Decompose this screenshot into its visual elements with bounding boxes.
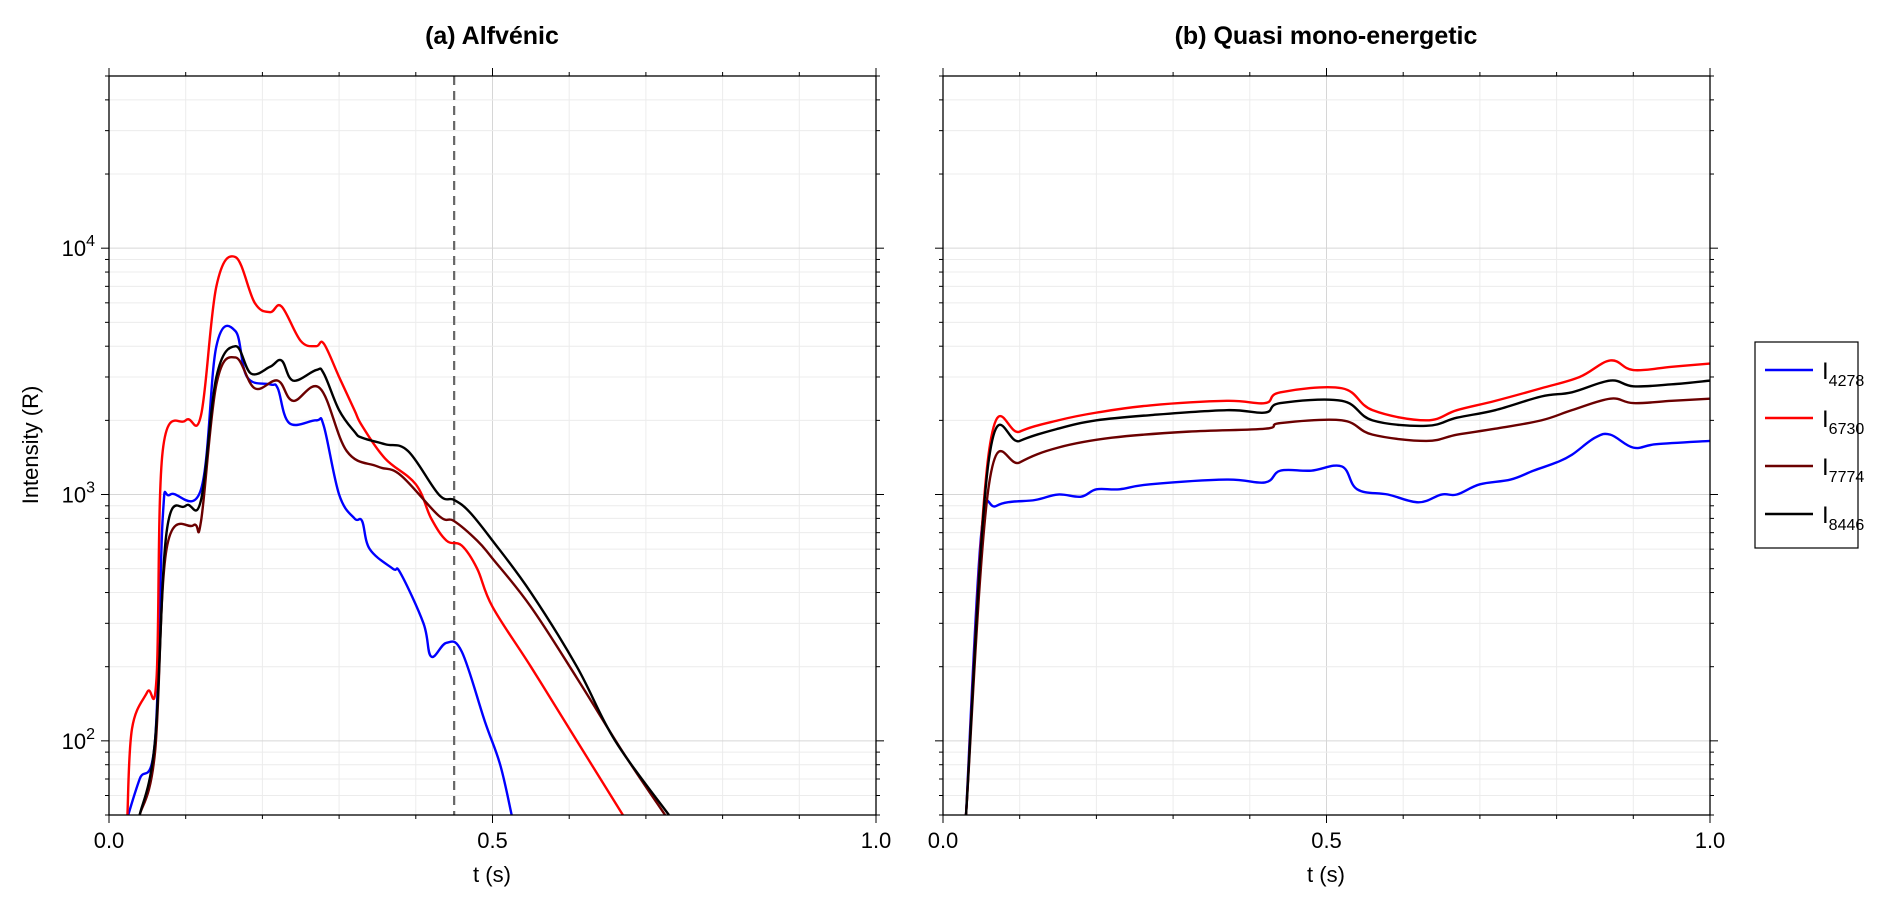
legend-item: I6730 <box>1765 406 1864 438</box>
gridlines <box>942 75 1711 816</box>
legend: I4278 I6730 I7774 I8446 <box>1754 341 1864 549</box>
x-tick-label: 0.5 <box>477 828 508 853</box>
series-line-I8446 <box>138 345 670 815</box>
panel-a-xlabel: t (s) <box>473 862 511 887</box>
gridlines <box>108 75 877 816</box>
x-tick-label: 0.0 <box>94 828 125 853</box>
series-line-I4278 <box>964 432 1710 815</box>
panel-alfvenic: (a) Alfvénic t (s) Intensity (R) 0.0 0.5 1… <box>18 22 891 887</box>
x-tick-label: 1.0 <box>1695 828 1726 853</box>
legend-label: I6730 <box>1822 406 1864 438</box>
panel-quasi-mono-energetic: (b) Quasi mono-energetic t (s) 0.0 0.5 1.0 <box>928 22 1726 887</box>
y-tick-label: 103 <box>62 480 95 508</box>
series-line-I6730 <box>964 359 1710 815</box>
legend-label: I8446 <box>1822 502 1864 534</box>
axes-frame <box>942 75 1711 816</box>
legend-label: I4278 <box>1822 358 1864 390</box>
series-line-I4278 <box>127 324 513 815</box>
panel-a-title: (a) Alfvénic <box>425 22 559 50</box>
series-line-I8446 <box>964 379 1710 815</box>
panel-b-xlabel: t (s) <box>1307 862 1345 887</box>
x-tick-label: 1.0 <box>861 828 892 853</box>
legend-item: I7774 <box>1765 454 1864 486</box>
panel-b-title: (b) Quasi mono-energetic <box>1175 22 1478 50</box>
y-tick-label: 102 <box>62 726 95 754</box>
series-line-I7774 <box>138 356 667 815</box>
y-tick-label: 104 <box>62 233 95 261</box>
legend-item: I8446 <box>1765 502 1864 534</box>
series-line-I7774 <box>964 397 1710 815</box>
y-axis-label: Intensity (R) <box>18 386 43 505</box>
legend-label: I7774 <box>1822 454 1864 486</box>
x-tick-label: 0.5 <box>1311 828 1342 853</box>
series-line-I6730 <box>126 255 624 815</box>
legend-item: I4278 <box>1765 358 1864 390</box>
axes-frame <box>108 75 877 816</box>
x-tick-label: 0.0 <box>928 828 959 853</box>
